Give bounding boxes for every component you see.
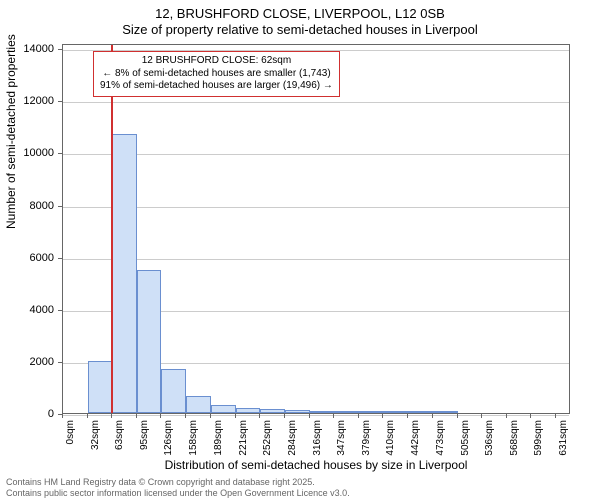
footer-attribution: Contains HM Land Registry data © Crown c… <box>6 477 350 498</box>
x-tick-label: 158sqm <box>188 420 199 456</box>
x-tick-mark <box>284 414 285 418</box>
x-tick-mark <box>62 414 63 418</box>
y-tick-label: 0 <box>48 408 54 420</box>
x-tick-label: 0sqm <box>65 420 76 444</box>
title-line2: Size of property relative to semi-detach… <box>0 22 600 38</box>
gridline <box>63 102 569 103</box>
x-tick-mark <box>160 414 161 418</box>
histogram-bar <box>285 410 310 413</box>
x-tick-mark <box>555 414 556 418</box>
annotation-box: 12 BRUSHFORD CLOSE: 62sqm ← 8% of semi-d… <box>93 51 340 97</box>
footer-line2: Contains public sector information licen… <box>6 488 350 498</box>
x-tick-mark <box>185 414 186 418</box>
x-tick-mark <box>432 414 433 418</box>
gridline <box>63 259 569 260</box>
histogram-bar <box>359 411 383 413</box>
histogram-bar <box>236 408 260 413</box>
x-tick-mark <box>235 414 236 418</box>
x-tick-label: 32sqm <box>90 420 101 450</box>
y-tick-label: 8000 <box>30 200 54 212</box>
x-tick-label: 631sqm <box>558 420 569 456</box>
x-tick-mark <box>136 414 137 418</box>
x-tick-label: 126sqm <box>163 420 174 456</box>
x-tick-mark <box>506 414 507 418</box>
y-axis-ticks: 02000400060008000100001200014000 <box>0 44 58 414</box>
x-tick-label: 442sqm <box>410 420 421 456</box>
chart-plot-area: 12 BRUSHFORD CLOSE: 62sqm ← 8% of semi-d… <box>62 44 570 414</box>
x-tick-label: 316sqm <box>312 420 323 456</box>
x-tick-label: 379sqm <box>361 420 372 456</box>
x-tick-label: 284sqm <box>287 420 298 456</box>
x-tick-label: 599sqm <box>533 420 544 456</box>
histogram-bar <box>310 411 334 413</box>
y-tick-label: 14000 <box>23 43 54 55</box>
footer-line1: Contains HM Land Registry data © Crown c… <box>6 477 350 487</box>
histogram-bar <box>433 411 458 413</box>
x-tick-mark <box>333 414 334 418</box>
x-tick-mark <box>457 414 458 418</box>
histogram-bar <box>211 405 236 413</box>
y-tick-label: 10000 <box>23 147 54 159</box>
x-tick-label: 410sqm <box>385 420 396 456</box>
reference-line <box>111 45 113 413</box>
gridline <box>63 154 569 155</box>
x-axis-label: Distribution of semi-detached houses by … <box>62 458 570 472</box>
histogram-bar <box>408 411 432 413</box>
y-tick-label: 6000 <box>30 252 54 264</box>
annotation-line3: 91% of semi-detached houses are larger (… <box>100 80 333 93</box>
x-tick-label: 63sqm <box>114 420 125 450</box>
histogram-bar <box>334 411 359 413</box>
annotation-line2: ← 8% of semi-detached houses are smaller… <box>100 68 333 81</box>
y-tick-label: 12000 <box>23 95 54 107</box>
x-tick-label: 473sqm <box>435 420 446 456</box>
x-tick-label: 505sqm <box>460 420 471 456</box>
histogram-bar <box>186 396 210 413</box>
x-axis-ticks: 0sqm 32sqm 63sqm 95sqm 126sqm 158sqm 189sqm 221… <box>62 414 570 464</box>
x-tick-label: 95sqm <box>139 420 150 450</box>
x-tick-label: 347sqm <box>336 420 347 456</box>
gridline <box>63 207 569 208</box>
x-tick-label: 189sqm <box>213 420 224 456</box>
x-tick-label: 252sqm <box>262 420 273 456</box>
x-tick-mark <box>210 414 211 418</box>
histogram-bar <box>88 361 112 413</box>
y-tick-label: 4000 <box>30 304 54 316</box>
x-tick-mark <box>530 414 531 418</box>
x-tick-mark <box>87 414 88 418</box>
title-line1: 12, BRUSHFORD CLOSE, LIVERPOOL, L12 0SB <box>0 6 600 22</box>
x-tick-mark <box>382 414 383 418</box>
x-tick-mark <box>111 414 112 418</box>
x-tick-label: 221sqm <box>238 420 249 456</box>
x-tick-mark <box>407 414 408 418</box>
x-tick-label: 536sqm <box>484 420 495 456</box>
histogram-bar <box>112 134 137 413</box>
x-tick-mark <box>358 414 359 418</box>
x-tick-label: 568sqm <box>509 420 520 456</box>
x-tick-mark <box>309 414 310 418</box>
y-tick-label: 2000 <box>30 356 54 368</box>
chart-title-block: 12, BRUSHFORD CLOSE, LIVERPOOL, L12 0SB … <box>0 0 600 39</box>
x-tick-mark <box>259 414 260 418</box>
histogram-bar <box>260 409 285 413</box>
x-tick-mark <box>481 414 482 418</box>
histogram-bar <box>137 270 161 413</box>
histogram-bar <box>383 411 408 413</box>
histogram-bar <box>161 369 186 413</box>
annotation-line1: 12 BRUSHFORD CLOSE: 62sqm <box>100 55 333 68</box>
